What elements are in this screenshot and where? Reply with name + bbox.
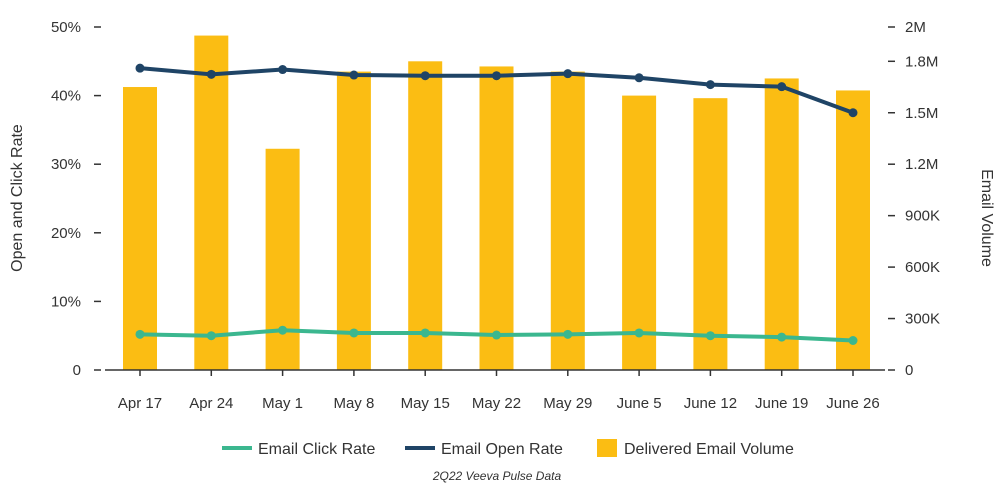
email-click-rate-point [206,331,216,341]
x-tick-label: June 26 [826,395,879,412]
email-open-rate-point [634,73,644,83]
volume-bar [194,35,229,370]
volume-bar [408,61,443,371]
x-tick-label: May 22 [472,395,521,412]
volume-bar [764,78,799,370]
email-open-rate-point [848,108,858,118]
right-tick-label: 900K [905,208,940,225]
legend-click-rate-label: Email Click Rate [258,441,375,458]
email-open-rate-point [777,82,787,92]
email-click-rate-point [777,332,787,342]
email-click-rate-point [634,328,644,338]
right-tick-label: 600K [905,259,940,276]
volume-bar [336,71,371,370]
left-tick-label: 10% [51,293,81,310]
x-tick-label: June 19 [755,395,808,412]
email-open-rate-point [135,63,145,73]
left-axis: 0 10% 20% 30% 40% 50% [51,19,101,379]
volume-bar [479,66,514,370]
x-tick-label: Apr 17 [118,395,162,412]
email-click-rate-point [492,330,501,340]
email-click-rate-point [135,329,145,339]
email-open-rate-point [705,80,715,90]
email-open-rate-point [492,71,501,81]
left-tick-label: 20% [51,225,81,242]
email-click-rate-point [349,328,359,338]
right-tick-label: 300K [905,311,940,328]
legend: Email Click Rate Email Open Rate Deliver… [222,439,794,458]
email-open-rate-point [349,70,359,80]
right-tick-label: 1.2M [905,156,938,173]
email-open-rate-point [206,69,216,79]
volume-bar [836,90,870,370]
volume-bar [693,98,728,371]
left-tick-label: 40% [51,88,81,105]
email-open-rate-point [563,69,573,79]
x-tick-label: May 15 [401,395,450,412]
legend-volume-label: Delivered Email Volume [624,441,794,458]
email-open-rate-point [278,65,288,75]
email-click-rate-point [848,336,858,346]
right-tick-label: 1.8M [905,53,938,70]
right-axis: 0 300K 600K 900K 1.2M 1.5M 1.8M 2M [888,19,940,379]
rate-lines [135,63,858,346]
x-tick-label: June 5 [617,395,662,412]
x-tick-label: May 1 [262,395,303,412]
volume-bar [265,148,300,370]
left-tick-label: 50% [51,19,81,36]
source-note: 2Q22 Veeva Pulse Data [432,469,562,483]
right-axis-title: Email Volume [978,169,995,267]
email-click-rate-point [420,328,430,338]
right-tick-label: 1.5M [905,105,938,122]
right-tick-label: 0 [905,362,913,379]
left-tick-label: 30% [51,156,81,173]
email-click-rate-point [563,329,573,339]
email-click-rate-point [705,331,715,341]
left-tick-label: 0 [73,362,81,379]
volume-bar [622,95,657,370]
volume-bar [550,71,585,370]
volume-bars [123,35,870,371]
legend-volume-swatch [597,439,617,457]
volume-bar [123,87,157,371]
x-axis: Apr 17 Apr 24 May 1 May 8 May 15 May 22 May 29… [105,369,885,412]
x-tick-label: May 8 [333,395,374,412]
left-axis-title: Open and Click Rate [9,124,26,272]
right-tick-label: 2M [905,19,926,36]
x-tick-label: Apr 24 [189,395,233,412]
email-open-rate-point [420,71,430,81]
legend-open-rate-label: Email Open Rate [441,441,563,458]
x-tick-label: June 12 [684,395,737,412]
email-click-rate-point [278,325,288,335]
x-tick-label: May 29 [543,395,592,412]
